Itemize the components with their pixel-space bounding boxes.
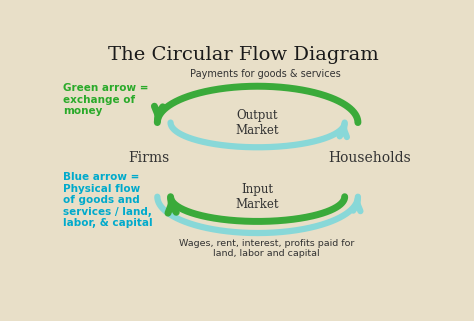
- Text: Payments for goods & services: Payments for goods & services: [190, 69, 340, 79]
- Text: The Circular Flow Diagram: The Circular Flow Diagram: [108, 46, 378, 64]
- Text: Green arrow =
exchange of
money: Green arrow = exchange of money: [63, 83, 148, 116]
- Text: Households: Households: [328, 152, 411, 165]
- Text: Wages, rent, interest, profits paid for
land, labor and capital: Wages, rent, interest, profits paid for …: [179, 239, 355, 258]
- Text: Firms: Firms: [128, 152, 170, 165]
- Text: Blue arrow =
Physical flow
of goods and
services / land,
labor, & capital: Blue arrow = Physical flow of goods and …: [63, 172, 153, 229]
- Text: Input
Market: Input Market: [236, 183, 279, 211]
- Text: Output
Market: Output Market: [236, 108, 279, 136]
